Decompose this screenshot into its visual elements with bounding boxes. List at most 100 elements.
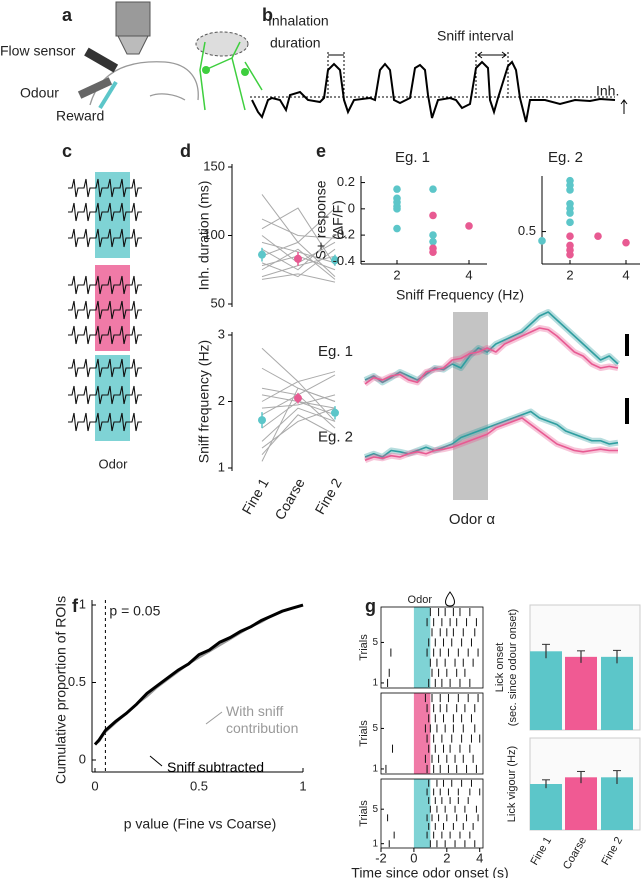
y-tick-label: -0.2: [333, 227, 355, 242]
y-axis-label: Cumulative proportion of ROIs: [53, 596, 69, 784]
y-tick-label: 3: [218, 326, 225, 341]
bar: [601, 777, 633, 830]
leader: [205, 711, 223, 725]
point: [566, 218, 574, 227]
subject-line: [261, 248, 336, 280]
point: [465, 222, 473, 230]
chart-title: Eg. 2: [548, 149, 583, 166]
y-tick-label: 1: [372, 678, 378, 689]
trace-label: duration: [270, 35, 321, 51]
trace: [364, 410, 619, 458]
sniff-trace: [250, 51, 628, 123]
y-axis-label: Sniff frequency (Hz): [196, 340, 212, 463]
y-tick-label: 0: [79, 751, 86, 766]
drop-icon: [445, 591, 455, 607]
raster-frame: [380, 778, 484, 849]
point: [429, 237, 437, 246]
x-tick-label: Coarse: [561, 835, 589, 872]
setup-label: Flow sensor: [0, 43, 76, 59]
subject-line: [261, 394, 336, 409]
odor-shade: [413, 693, 431, 774]
panel-label: c: [62, 141, 72, 161]
mean-dot: [294, 394, 302, 403]
x-tick-label: 4: [476, 850, 483, 865]
odor-window: [453, 312, 488, 500]
y-tick-label: 0.5: [68, 674, 86, 689]
subject-line: [261, 207, 336, 266]
bar: [530, 784, 562, 830]
mean-dot: [294, 254, 302, 263]
x-tick-label: 0: [410, 850, 417, 865]
point: [566, 250, 574, 259]
point: [393, 205, 401, 213]
subject-line: [261, 414, 336, 456]
point: [622, 238, 630, 247]
y-tick-label: 150: [203, 158, 225, 173]
point: [538, 237, 546, 245]
y-tick-label: 1: [372, 838, 378, 849]
trace-label: Inh.: [596, 83, 619, 99]
sniff-examples: [67, 172, 143, 441]
x-tick-label: Fine 1: [528, 835, 554, 867]
y-tick-label: 1: [218, 459, 225, 474]
y-tick-label: 50: [211, 295, 225, 310]
trace-label: Sniff interval: [437, 28, 514, 44]
series-label: Sniff subtracted: [167, 759, 265, 775]
leader: [149, 755, 163, 767]
panel-label: e: [316, 141, 326, 161]
x-tick-label: Fine 2: [599, 835, 625, 867]
subject-line: [261, 374, 336, 396]
x-tick-label: 0.5: [190, 778, 208, 793]
trace-label: Inhalation: [268, 13, 329, 29]
y-tick-label: 2: [218, 393, 225, 408]
point: [594, 232, 602, 241]
subject-line: [261, 407, 336, 442]
x-tick-label: Fine 1: [238, 475, 271, 517]
trace: [364, 311, 619, 384]
subject-line: [261, 387, 336, 462]
x-tick-label: Fine 2: [311, 475, 344, 517]
x-tick-label: 2: [443, 850, 450, 865]
y-axis-label: Lick vigour (Hz): [506, 746, 518, 822]
y-axis-label: Trials: [358, 634, 370, 661]
x-tick-label: 4: [622, 267, 629, 282]
subject-line: [261, 273, 336, 283]
bar: [565, 777, 597, 830]
y-axis-label: (sec. since odour onset): [507, 609, 519, 726]
x-tick-label: Coarse: [271, 475, 308, 522]
raster-frame: [380, 692, 484, 775]
odor-shade: [413, 607, 431, 688]
x-tick-label: 2: [393, 267, 400, 282]
y-axis-label: Trials: [358, 720, 370, 747]
x-axis-label: p value (Fine vs Coarse): [124, 816, 277, 832]
panel-label: b: [262, 5, 273, 25]
setup-label: Reward: [56, 108, 104, 124]
trace-label: Eg. 2: [318, 428, 353, 445]
odor-shade: [413, 779, 431, 848]
x-tick-label: -2: [375, 850, 387, 865]
x-axis-label: Time since odor onset (s): [351, 865, 508, 878]
x-tick-label: 0: [91, 778, 98, 793]
y-axis-label: Lick onset: [494, 643, 506, 693]
x-axis-label: Sniff Frequency (Hz): [396, 287, 524, 303]
examples-label: Odor: [99, 456, 129, 471]
y-tick-label: 5: [372, 804, 378, 815]
annotation: p = 0.05: [109, 603, 160, 619]
subject-line: [261, 218, 336, 239]
odor-label: Odor α: [449, 511, 496, 528]
mean-dot: [331, 408, 339, 417]
y-axis-label: (ΔF/F): [330, 200, 346, 240]
bar: [565, 656, 597, 730]
bar: [530, 651, 562, 730]
x-tick-label: 1: [299, 778, 306, 793]
y-tick-label: 0.2: [337, 174, 355, 189]
subject-line: [261, 407, 336, 449]
y-axis-label: Inh. duration (ms): [196, 181, 212, 291]
panel-label: d: [180, 141, 191, 161]
y-tick-label: -0.4: [333, 253, 355, 268]
mean-dot: [331, 256, 339, 265]
subject-line: [261, 380, 336, 422]
cdf-line: [93, 603, 304, 746]
